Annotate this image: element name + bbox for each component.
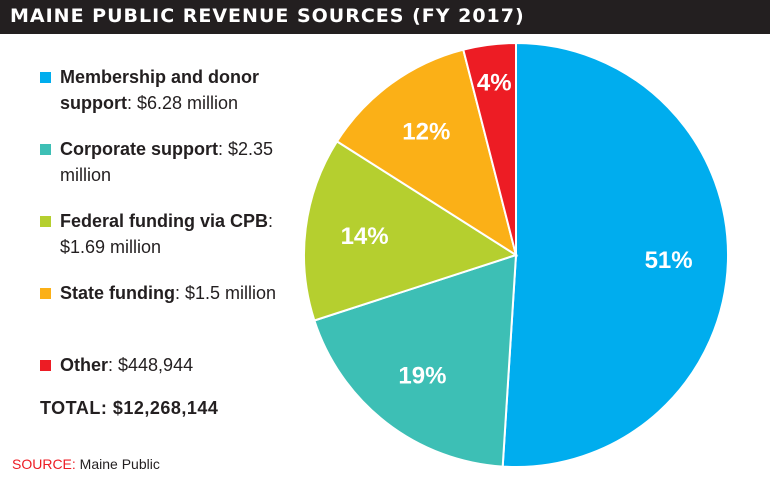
source-text: Maine Public [75, 456, 160, 472]
source-label: SOURCE: [12, 456, 76, 472]
pie-slice [462, 41, 517, 256]
slice-percent-label: 51% [645, 247, 693, 274]
legend-label: State funding [60, 283, 175, 303]
legend-value: : $1.69 million [60, 211, 274, 257]
pie-slice [335, 48, 518, 258]
legend-label: Other [60, 355, 109, 375]
legend-value: : $1.5 million [175, 283, 277, 303]
slice-percent-label: 19% [398, 363, 446, 390]
title-bar: MAINE PUBLIC REVENUE SOURCES (FY 2017) [0, 0, 770, 34]
legend: Membership and donor support: $6.28 mill… [40, 64, 290, 392]
legend-label: Federal funding via CPB [60, 211, 269, 231]
legend-swatch [40, 360, 51, 371]
slice-percent-label: 12% [402, 119, 450, 146]
slice-percent-label: 14% [341, 223, 389, 250]
slice-percent-label: 4% [477, 70, 512, 97]
pie-slice [303, 140, 519, 322]
total-label: TOTAL: $12,268,144 [40, 398, 219, 418]
legend-item-membership: Membership and donor support: $6.28 mill… [40, 64, 290, 136]
legend-swatch [40, 288, 51, 299]
legend-item-state: State funding: $1.5 million [40, 280, 290, 352]
chart-title: MAINE PUBLIC REVENUE SOURCES (FY 2017) [10, 5, 525, 27]
legend-value: : $6.28 million [127, 93, 239, 113]
legend-item-corporate: Corporate support: $2.35 million [40, 136, 290, 208]
legend-value: : $448,944 [108, 355, 194, 375]
legend-value: : $2.35 million [60, 139, 274, 185]
legend-swatch [40, 144, 51, 155]
legend-swatch [40, 72, 51, 83]
legend-item-federal: Federal funding via CPB: $1.69 million [40, 208, 290, 280]
pie-slice [501, 41, 729, 468]
legend-item-other: Other: $448,944 [40, 352, 290, 392]
legend-swatch [40, 216, 51, 227]
legend-label: Corporate support [60, 139, 219, 159]
legend-label: Membership and donor support [60, 67, 260, 113]
source-note: SOURCE: Maine Public [12, 456, 160, 472]
pie-slice [313, 253, 518, 468]
